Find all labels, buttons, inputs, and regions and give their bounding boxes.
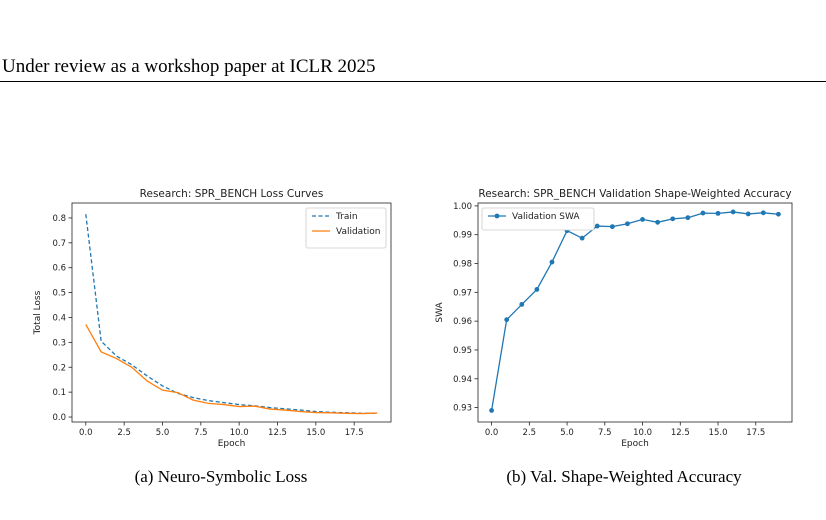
y-tick-label: 0.5 bbox=[52, 289, 66, 299]
data-point bbox=[760, 210, 766, 216]
series-line-1 bbox=[490, 211, 779, 411]
data-point bbox=[579, 235, 585, 241]
data-point bbox=[609, 224, 615, 230]
data-point bbox=[534, 287, 540, 292]
data-point bbox=[685, 215, 691, 221]
data-point bbox=[655, 219, 661, 225]
data-point bbox=[625, 221, 630, 227]
data-point bbox=[745, 211, 751, 217]
data-point bbox=[489, 408, 494, 413]
data-point bbox=[700, 210, 706, 216]
y-tick-label: 0.97 bbox=[453, 288, 472, 298]
data-point bbox=[715, 210, 721, 216]
y-tick-label: 0.3 bbox=[52, 338, 66, 348]
legend-label: Train bbox=[335, 212, 358, 222]
x-tick-label: 0.0 bbox=[485, 428, 499, 438]
x-tick-label: 17.5 bbox=[345, 428, 364, 438]
y-tick-label: 0.96 bbox=[453, 317, 472, 327]
chart-title: Research: SPR_BENCH Loss Curves bbox=[140, 188, 324, 200]
data-point bbox=[594, 223, 600, 229]
x-tick-label: 15.0 bbox=[709, 428, 728, 438]
x-tick-label: 5.0 bbox=[156, 428, 170, 438]
x-tick-label: 2.5 bbox=[523, 428, 537, 438]
x-tick-label: 7.5 bbox=[598, 428, 612, 438]
data-point bbox=[776, 211, 781, 217]
x-tick-label: 15.0 bbox=[306, 428, 325, 438]
x-axis-label: Epoch bbox=[218, 439, 246, 449]
y-tick-label: 0.6 bbox=[52, 264, 66, 274]
y-tick-label: 0.99 bbox=[453, 231, 472, 241]
loss-curves-chart: Research: SPR_BENCH Loss Curves 0.0 2.5 5.0… bbox=[33, 188, 392, 449]
data-point bbox=[519, 302, 525, 307]
legend-box bbox=[305, 207, 387, 249]
y-tick-label: 0.95 bbox=[453, 346, 472, 356]
y-tick-label: 0.4 bbox=[52, 313, 66, 323]
y-tick-label: 0.94 bbox=[453, 375, 472, 385]
x-tick-label: 12.5 bbox=[671, 428, 690, 438]
x-axis-label: Epoch bbox=[621, 439, 649, 449]
figure-b: Research: SPR_BENCH Validation Shape-Wei… bbox=[428, 180, 798, 450]
x-tick-label: 0.0 bbox=[79, 428, 93, 438]
chart-title: Research: SPR_BENCH Validation Shape-Wei… bbox=[478, 188, 791, 200]
y-tick-label: 0.93 bbox=[453, 404, 472, 414]
legend-marker bbox=[494, 213, 500, 219]
legend-label: Validation bbox=[336, 227, 380, 237]
plot-frame bbox=[71, 202, 392, 423]
series-line-2 bbox=[85, 324, 378, 415]
x-tick-label: 2.5 bbox=[117, 428, 131, 438]
legend-label: Validation SWA bbox=[512, 212, 580, 222]
data-point bbox=[504, 317, 510, 323]
x-tick-label: 10.0 bbox=[230, 428, 249, 438]
y-axis-label: SWA bbox=[435, 302, 445, 323]
caption-b: (b) Val. Shape-Weighted Accuracy bbox=[506, 467, 742, 486]
x-tick-label: 12.5 bbox=[268, 428, 287, 438]
x-tick-label: 5.0 bbox=[560, 428, 574, 438]
figure-a: Research: SPR_BENCH Loss Curves 0.0 2.5 5.0… bbox=[26, 180, 396, 450]
y-tick-label: 1.00 bbox=[453, 202, 472, 212]
y-tick-label: 0.98 bbox=[453, 260, 472, 270]
caption-a: (a) Neuro-Symbolic Loss bbox=[134, 467, 308, 486]
header-text: Under review as a workshop paper at ICLR… bbox=[2, 56, 376, 77]
y-tick-label: 0.8 bbox=[52, 214, 66, 224]
data-point bbox=[640, 217, 645, 222]
x-tick-label: 10.0 bbox=[633, 428, 652, 438]
header-rule bbox=[0, 81, 826, 82]
data-point bbox=[670, 216, 676, 222]
y-tick-label: 0.1 bbox=[52, 388, 66, 398]
y-axis-label: Total Loss bbox=[33, 290, 43, 335]
swa-chart: Research: SPR_BENCH Validation Shape-Wei… bbox=[435, 188, 793, 449]
legend-box bbox=[481, 207, 595, 231]
y-tick-label: 0.0 bbox=[52, 413, 66, 423]
data-point bbox=[730, 209, 736, 215]
plot-frame bbox=[477, 202, 793, 423]
x-tick-label: 7.5 bbox=[194, 428, 208, 438]
data-point bbox=[549, 259, 555, 265]
x-tick-label: 17.5 bbox=[746, 428, 765, 438]
y-tick-label: 0.2 bbox=[52, 363, 66, 373]
y-tick-label: 0.7 bbox=[52, 239, 66, 249]
